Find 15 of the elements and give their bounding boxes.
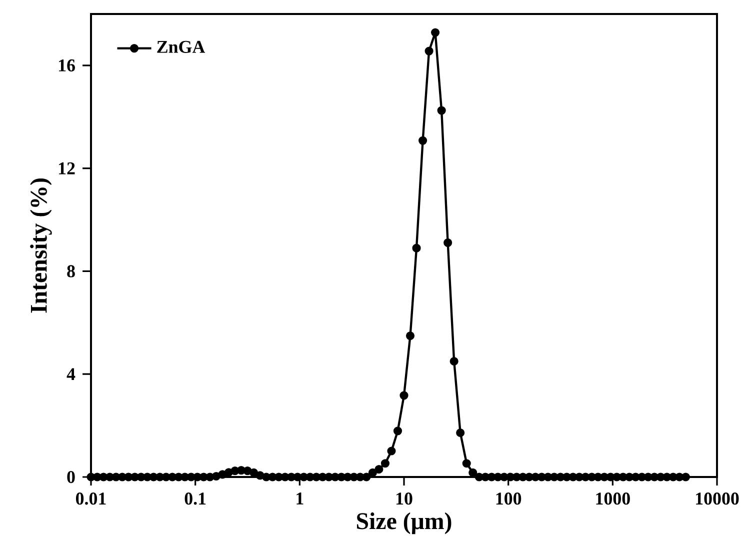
- y-tick-label: 16: [59, 59, 75, 72]
- x-tick-label: 0.01: [76, 492, 106, 505]
- x-tick-label: 10: [396, 492, 412, 505]
- x-tick-label: 100: [496, 492, 522, 505]
- x-tick-label: 1000: [596, 492, 630, 505]
- y-tick-label: 12: [59, 162, 75, 174]
- legend-label: ZnGA: [157, 40, 206, 53]
- x-tick-label: 1: [296, 492, 304, 504]
- y-tick-label: 0: [67, 470, 75, 484]
- x-tick-label: 0.1: [184, 492, 206, 505]
- y-tick-label: 8: [67, 265, 75, 278]
- x-axis-title: Size (μm): [357, 512, 452, 534]
- y-tick-label: 4: [66, 368, 76, 380]
- x-tick-label: 10000: [696, 492, 739, 505]
- y-axis-title: Intensity (%): [30, 178, 52, 313]
